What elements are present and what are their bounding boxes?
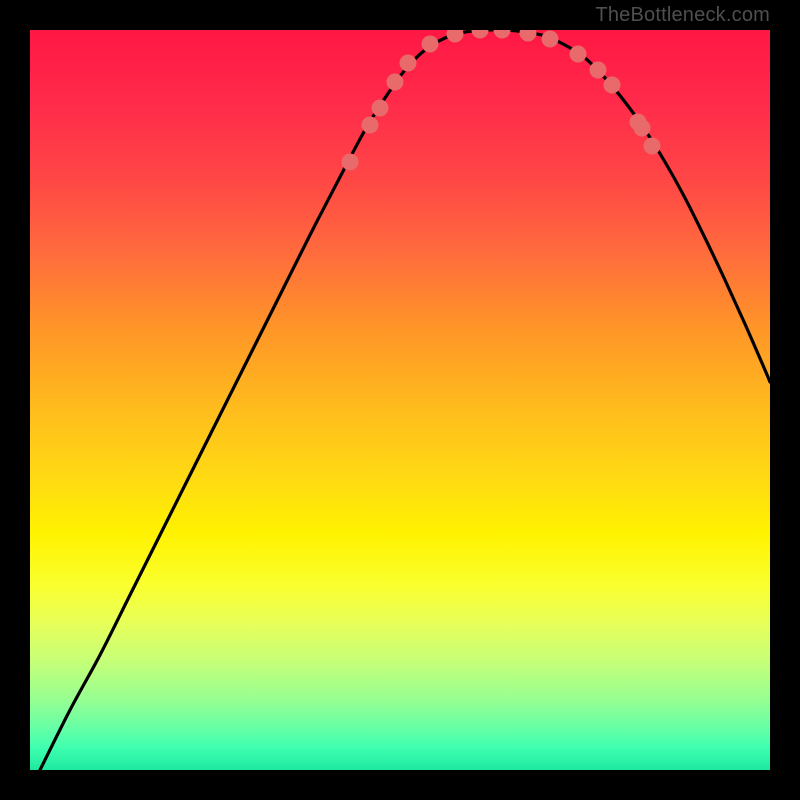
data-marker bbox=[520, 30, 537, 42]
marker-group bbox=[342, 30, 661, 171]
data-marker bbox=[447, 30, 464, 43]
data-marker bbox=[590, 62, 607, 79]
data-marker bbox=[400, 55, 417, 72]
data-marker bbox=[644, 138, 661, 155]
data-marker bbox=[542, 31, 559, 48]
data-marker bbox=[372, 100, 389, 117]
data-marker bbox=[634, 120, 651, 137]
data-marker bbox=[342, 154, 359, 171]
data-marker bbox=[422, 36, 439, 53]
data-marker bbox=[494, 30, 511, 39]
bottleneck-chart bbox=[30, 30, 770, 770]
attribution-text: TheBottleneck.com bbox=[595, 4, 770, 27]
data-marker bbox=[362, 117, 379, 134]
data-marker bbox=[604, 77, 621, 94]
data-marker bbox=[472, 30, 489, 39]
bottleneck-curve bbox=[40, 30, 770, 770]
chart-curve-layer bbox=[30, 30, 770, 770]
data-marker bbox=[387, 74, 404, 91]
data-marker bbox=[570, 46, 587, 63]
